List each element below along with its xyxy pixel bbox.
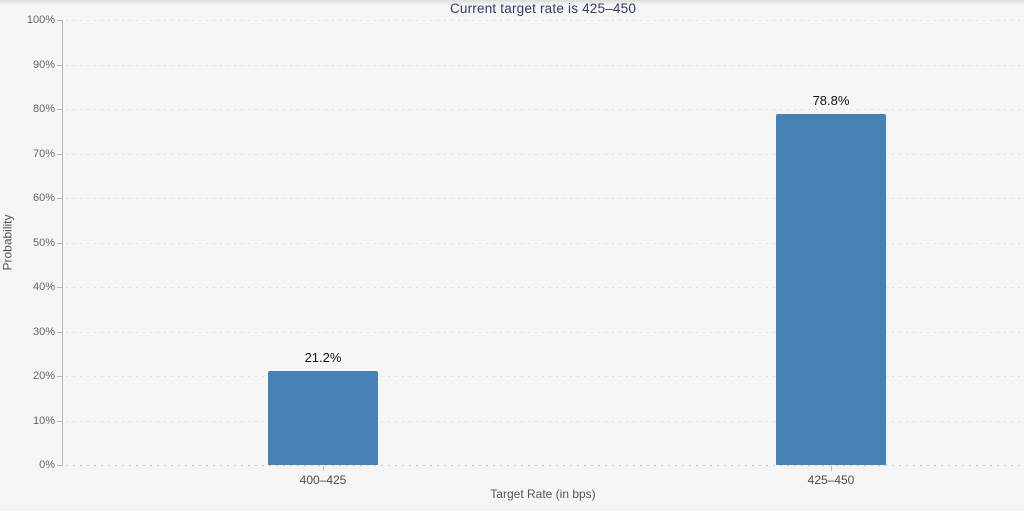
gridline [66, 421, 1024, 422]
y-axis-tick [57, 154, 62, 155]
y-axis-line [62, 20, 63, 466]
y-tick-label: 60% [32, 192, 55, 204]
gridline [66, 376, 1024, 377]
y-axis-tick [57, 376, 62, 377]
gridline [66, 154, 1024, 155]
y-tick-label: 10% [32, 415, 55, 427]
gridline [66, 243, 1024, 244]
y-tick-label: 20% [32, 370, 55, 382]
gridline [66, 109, 1024, 110]
bar-value-label: 78.8% [812, 93, 850, 108]
y-tick-label: 70% [32, 148, 55, 160]
probability-bar[interactable] [776, 114, 886, 465]
x-axis-baseline [66, 465, 1024, 466]
x-axis-title: Target Rate (in bps) [490, 487, 596, 501]
y-axis-tick [57, 332, 62, 333]
y-axis-tick [57, 198, 62, 199]
y-axis-tick [57, 20, 62, 21]
y-tick-label: 0% [39, 459, 55, 471]
bottom-strip [0, 511, 1024, 520]
x-axis-tick [323, 466, 324, 471]
y-tick-label: 40% [32, 281, 55, 293]
y-tick-label: 80% [32, 103, 55, 115]
x-category-label: 400–425 [299, 473, 347, 487]
chart-title: Current target rate is 425–450 [449, 1, 637, 16]
y-tick-label: 30% [32, 326, 55, 338]
y-axis-tick [57, 65, 62, 66]
y-axis-tick [57, 465, 62, 466]
bar-value-label: 21.2% [304, 350, 342, 365]
probability-bar[interactable] [268, 371, 378, 465]
gridline [66, 65, 1024, 66]
y-axis-tick [57, 421, 62, 422]
y-axis-tick [57, 243, 62, 244]
y-tick-label: 100% [26, 14, 55, 26]
gridline [66, 20, 1024, 21]
y-axis-tick [57, 109, 62, 110]
y-tick-label: 50% [32, 237, 55, 249]
gridline [66, 332, 1024, 333]
gridline [66, 198, 1024, 199]
x-category-label: 425–450 [807, 473, 855, 487]
gridline [66, 287, 1024, 288]
x-axis-tick [831, 466, 832, 471]
y-tick-label: 90% [32, 59, 55, 71]
y-axis-tick [57, 287, 62, 288]
